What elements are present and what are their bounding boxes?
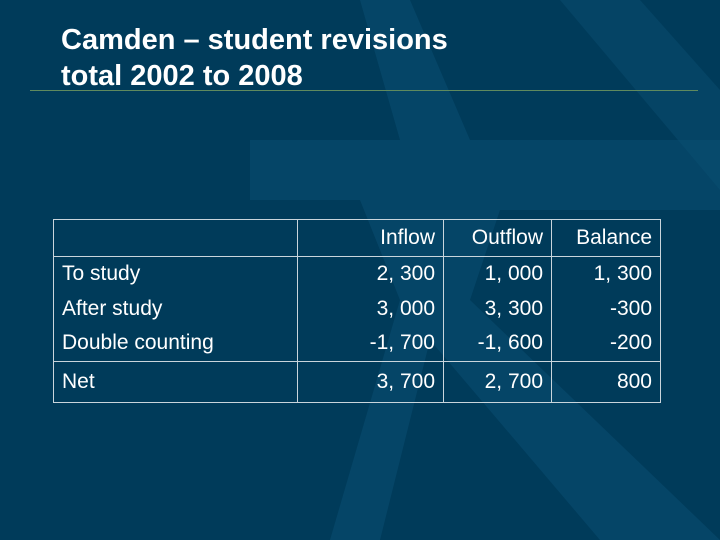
- table-body-row: To study After study Double counting 2, …: [53, 256, 661, 361]
- net-label: Net: [53, 360, 298, 403]
- row-label: To study: [62, 262, 141, 285]
- outflow-value: -1, 600: [477, 331, 543, 354]
- net-outflow: 2, 700: [443, 360, 552, 403]
- row-label: Double counting: [62, 331, 214, 354]
- outflow-value: 3, 300: [484, 296, 543, 320]
- header-balance: Balance: [551, 219, 661, 257]
- balance-value: -200: [609, 331, 652, 354]
- outflow-value: 1, 000: [484, 262, 543, 285]
- balance-value: 1, 300: [593, 262, 652, 285]
- title-line-1: Camden – student revisions: [61, 24, 448, 56]
- net-inflow: 3, 700: [297, 360, 444, 403]
- header-outflow: Outflow: [443, 219, 552, 257]
- inflow-value: -1, 700: [369, 331, 435, 354]
- row-label: After study: [62, 296, 163, 320]
- title-line-2: total 2002 to 2008: [61, 60, 303, 92]
- balance-values-cell: 1, 300 -300 -200: [551, 256, 661, 361]
- inflow-value: 2, 300: [376, 262, 435, 285]
- outflow-values-cell: 1, 000 3, 300 -1, 600: [443, 256, 552, 361]
- balance-value: -300: [609, 296, 652, 320]
- table-header-row: Inflow Outflow Balance: [53, 219, 661, 257]
- title-divider: [30, 90, 698, 91]
- net-total-row: Net 3, 700 2, 700 800: [53, 360, 661, 403]
- header-inflow: Inflow: [297, 219, 444, 257]
- header-cell-empty: [53, 219, 298, 257]
- row-labels-cell: To study After study Double counting: [53, 256, 298, 361]
- net-balance: 800: [551, 360, 661, 403]
- student-revisions-table: Inflow Outflow Balance To study After st…: [53, 219, 661, 403]
- inflow-values-cell: 2, 300 3, 000 -1, 700: [297, 256, 444, 361]
- slide-title: Camden – student revisions total 2002 to…: [61, 22, 448, 94]
- inflow-value: 3, 000: [376, 296, 435, 320]
